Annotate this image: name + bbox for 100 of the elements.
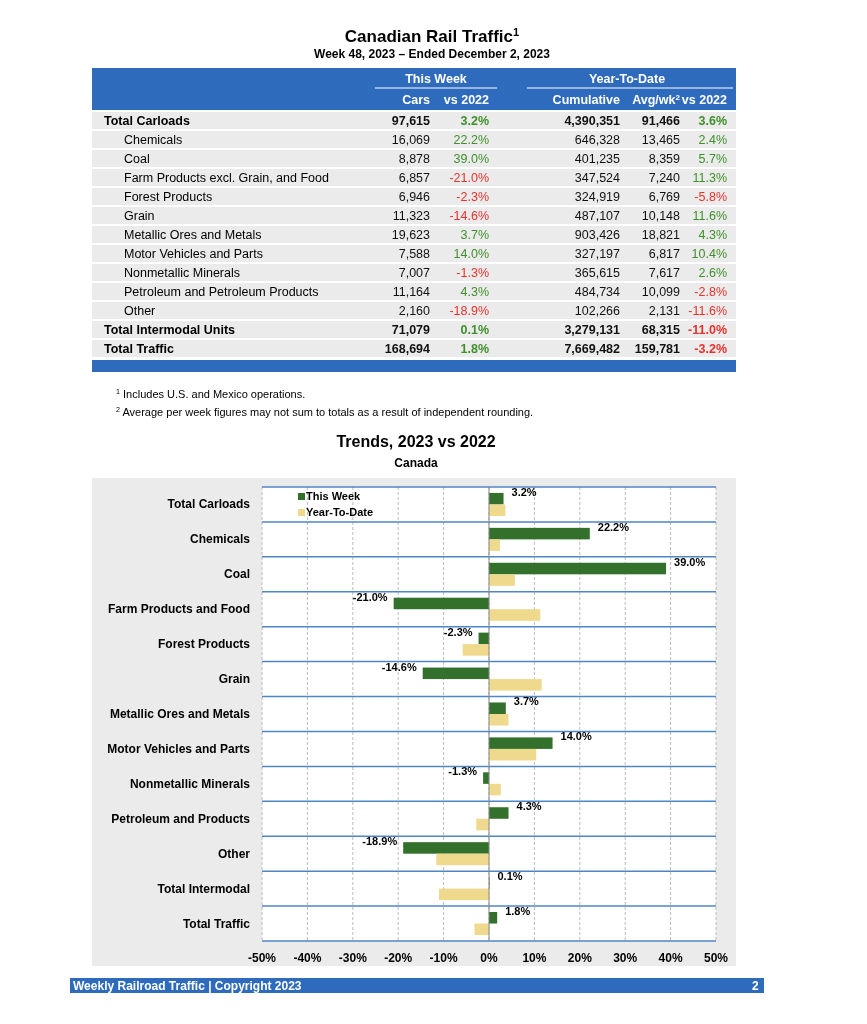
y-tick-label: Coal [223, 567, 250, 582]
data-label: -3.2% [694, 342, 727, 356]
data-label: 18,821 [641, 228, 681, 242]
x-tick-label: 0% [480, 951, 498, 965]
text: 2 [752, 979, 759, 993]
category-label: Chemicals [124, 133, 183, 147]
data-label: 327,197 [574, 247, 621, 261]
y-tick-label: Farm Products and Food [107, 602, 250, 617]
data-label: 903,426 [574, 228, 621, 242]
text: Weekly Railroad Traffic | Copyright 2023 [73, 979, 302, 993]
data-label: 3.2% [511, 485, 537, 498]
x-tick-label: 30% [613, 951, 638, 965]
data-label: 39.0% [453, 152, 489, 166]
y-tick-label: Grain [218, 672, 250, 687]
data-label: 22.2% [597, 520, 630, 533]
y-tick-label: Other [217, 846, 251, 861]
x-tick-label: 10% [522, 951, 547, 965]
y-tick-label: Total Carloads [167, 497, 251, 512]
data-label: 1.8% [460, 342, 489, 356]
data-label: -11.6% [688, 304, 727, 318]
data-label: 11.6% [692, 209, 727, 223]
x-tick-label: -40% [293, 951, 322, 965]
data-label: -14.6% [449, 209, 489, 223]
data-label: 102,266 [574, 304, 621, 318]
data-label: -2.3% [456, 190, 489, 204]
data-label: 7,617 [648, 266, 681, 280]
data-label: 401,235 [574, 152, 621, 166]
category-label: Farm Products excl. Grain, and Food [124, 171, 329, 185]
data-label: -21.0% [352, 590, 388, 603]
series-label: Cars [402, 93, 431, 107]
data-label: 4,390,351 [564, 114, 621, 128]
data-label: 11.3% [692, 171, 727, 185]
data-label: 14.0% [453, 247, 489, 261]
category-label: Metallic Ores and Metals [124, 228, 262, 242]
data-label: -14.6% [381, 660, 417, 673]
data-label: 0.1% [497, 870, 523, 883]
data-label: 365,615 [574, 266, 621, 280]
text: Week 48, 2023 – Ended December 2, 2023 [314, 47, 551, 61]
y-tick-label: Chemicals [189, 532, 251, 547]
data-label: 3.7% [460, 228, 489, 242]
data-label: -1.3% [456, 266, 489, 280]
data-label: 22.2% [453, 133, 489, 147]
data-label: 11,164 [392, 285, 431, 299]
text: vs 2022 [443, 93, 490, 107]
data-label: 39.0% [674, 555, 706, 568]
x-tick-label: -50% [247, 951, 277, 965]
data-label: -21.0% [449, 171, 489, 185]
y-tick-label: Metallic Ores and Metals [109, 707, 251, 721]
data-label: 10.4% [691, 247, 727, 261]
data-label: 6,817 [648, 247, 681, 261]
y-tick-label: Total Traffic [182, 916, 251, 931]
data-label: 16,069 [391, 133, 431, 147]
data-label: 11,323 [392, 209, 431, 223]
y-tick-label: Total Intermodal [157, 881, 250, 896]
data-label: -11.0% [688, 323, 727, 337]
data-label: 0.1% [460, 323, 489, 337]
data-label: 97,615 [391, 114, 431, 128]
data-label: 168,694 [384, 342, 431, 356]
category-label: Petroleum and Petroleum Products [124, 285, 319, 299]
x-tick-label: -30% [338, 951, 368, 965]
data-label: 7,240 [648, 171, 681, 185]
chart-title: Trends, 2023 vs 2022 [336, 433, 496, 450]
text: Year-To-Date [588, 72, 666, 86]
data-label: 324,919 [574, 190, 621, 204]
category-label: Coal [124, 152, 150, 166]
data-label: -2.3% [443, 625, 473, 638]
text: Cumulative [552, 93, 621, 107]
data-label: -2.8% [694, 285, 727, 299]
data-label: 1.8% [505, 905, 531, 918]
data-label: 14.0% [560, 730, 592, 743]
data-label: 3.2% [460, 114, 489, 128]
data-label: 91,466 [641, 114, 681, 128]
x-tick-label: 40% [658, 951, 683, 965]
category-label: Forest Products [124, 190, 213, 204]
text: Canadian Rail Traffic$^{1}$ [344, 26, 520, 46]
data-label: 4.3% [516, 800, 542, 813]
data-label: 6,769 [648, 190, 681, 204]
text: This Week [405, 72, 467, 86]
data-label: 2,131 [648, 304, 681, 318]
data-label: 2,160 [398, 304, 431, 318]
x-tick-label: 50% [703, 951, 729, 965]
x-tick-label: -10% [429, 951, 458, 965]
data-label: -5.8% [694, 190, 727, 204]
data-label: 13,465 [641, 133, 681, 147]
category-label: Total Intermodal Units [104, 323, 236, 337]
data-label: 4.3% [698, 228, 727, 242]
data-label: 5.7% [698, 152, 727, 166]
data-label: 646,328 [574, 133, 621, 147]
text: $^{2}$ Average per week figures may not sum to totals as a result of independent rounding. [116, 406, 534, 418]
data-label: 4.3% [460, 285, 489, 299]
data-label: 7,007 [398, 266, 431, 280]
text: vs 2022 [681, 93, 728, 107]
data-label: 3.7% [513, 695, 540, 708]
data-label: 8,878 [398, 152, 431, 166]
data-label: 19,623 [391, 228, 431, 242]
data-label: 2.6% [698, 266, 727, 280]
chart-subtitle: Canada [394, 456, 438, 470]
y-tick-label: Nonmetallic Minerals [129, 776, 251, 791]
x-tick-label: -20% [384, 951, 413, 965]
data-label: 7,588 [398, 247, 431, 261]
